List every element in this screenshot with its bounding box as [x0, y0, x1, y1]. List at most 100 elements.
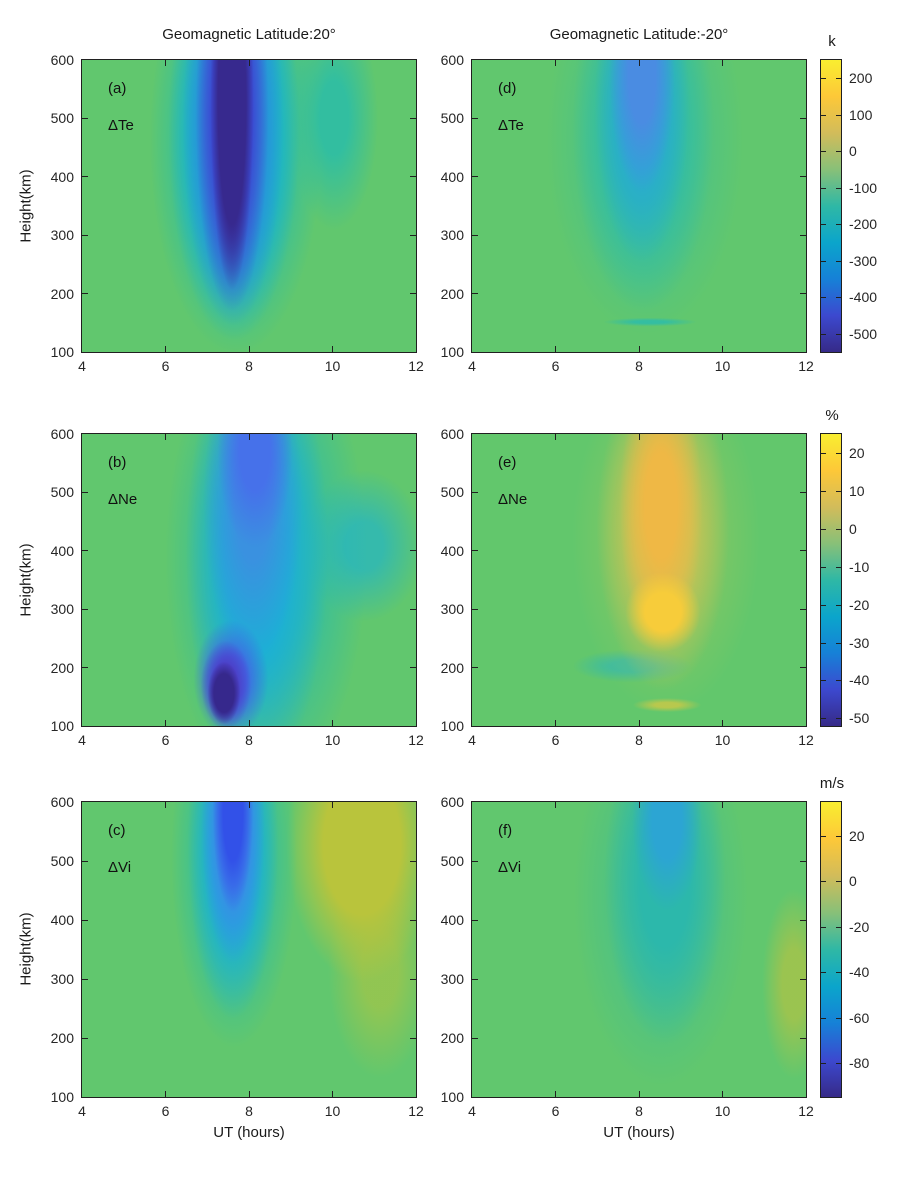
colorbar-tick-mark	[821, 680, 826, 682]
colorbar-vi-gradient	[821, 802, 841, 1097]
y-axis-label-row1: Height(km)	[17, 169, 35, 243]
colorbar-tick-mark	[836, 490, 841, 492]
colorbar-tick-label: -100	[849, 179, 878, 196]
colorbar-tick-mark	[836, 1017, 841, 1019]
axis-tick-mark	[555, 1091, 556, 1097]
axis-tick-mark	[410, 919, 416, 921]
axis-tick-mark	[248, 60, 250, 66]
axis-tick-mark	[82, 1037, 88, 1039]
axis-tick-mark	[472, 860, 478, 862]
column-title-right: Geomagnetic Latitude:-20°	[549, 26, 729, 43]
colorbar-tick-mark	[821, 452, 826, 454]
colorbar-tick-mark	[836, 566, 841, 568]
colorbar-tick-mark	[821, 224, 826, 226]
y-tick-label: 500	[50, 110, 74, 127]
colorbar-vi: 20 0 -20 -40 -60 -80	[820, 801, 869, 1098]
panel-a-letter: (a)	[108, 80, 127, 97]
y-tick-label: 500	[440, 853, 464, 869]
contour-plot-a	[82, 60, 416, 352]
y-tick-label: 600	[50, 52, 74, 68]
colorbar-tick-mark	[821, 604, 826, 606]
colorbar-tick-mark	[821, 1062, 826, 1064]
colorbar-tick-mark	[821, 836, 826, 838]
x-tick-label: 6	[161, 732, 170, 748]
axis-tick-mark	[165, 434, 166, 440]
x-tick-label: 12	[408, 358, 424, 374]
colorbar-tick-mark	[821, 926, 826, 928]
axis-tick-mark	[410, 550, 416, 552]
axis-tick-mark	[800, 176, 806, 178]
x-tick-label: 10	[714, 1103, 731, 1119]
colorbar-tick-label: -10	[849, 558, 870, 575]
axis-tick-mark	[472, 117, 478, 119]
axis-tick-mark	[82, 667, 88, 669]
contour-plot-e	[472, 434, 806, 726]
colorbar-tick-mark	[821, 528, 826, 530]
axis-tick-mark	[472, 978, 478, 980]
colorbar-tick-label: -200	[849, 216, 878, 233]
panel-f-letter: (f)	[498, 822, 513, 839]
contour-plot-f	[472, 802, 806, 1097]
axis-tick-mark	[638, 802, 640, 808]
axis-tick-mark	[722, 802, 723, 808]
panel-c-letter: (c)	[108, 822, 126, 839]
axis-tick-mark	[165, 802, 166, 808]
colorbar-tick-mark	[836, 151, 841, 153]
x-tick-label: 10	[324, 358, 341, 374]
y-tick-label: 500	[50, 484, 74, 501]
panel-b: (b) ΔNe 4 6 8 10 12 600 500 400 300 200 100	[51, 426, 424, 748]
colorbar-tick-label: -50	[849, 710, 870, 727]
y-tick-label: 200	[50, 285, 74, 302]
axis-tick-mark	[410, 978, 416, 980]
colorbar-unit-ne: %	[825, 407, 839, 424]
x-tick-label: 12	[798, 732, 814, 748]
x-tick-label: 10	[714, 358, 731, 374]
y-tick-label: 500	[440, 484, 464, 501]
axis-tick-mark	[82, 234, 88, 236]
y-tick-label: 200	[440, 285, 464, 302]
axis-tick-mark	[472, 667, 478, 669]
axis-tick-mark	[722, 434, 723, 440]
axis-tick-mark	[82, 550, 88, 552]
colorbar-tick-mark	[836, 528, 841, 530]
colorbar-ne-gradient	[821, 434, 841, 726]
x-tick-label: 4	[78, 1103, 86, 1119]
axis-tick-mark	[472, 919, 478, 921]
panel-b-letter: (b)	[108, 454, 127, 471]
axis-tick-mark	[248, 802, 250, 808]
axis-tick-mark	[722, 60, 723, 66]
y-tick-label: 200	[50, 659, 74, 676]
colorbar-tick-label: 20	[849, 444, 865, 461]
column-title-left: Geomagnetic Latitude:20°	[162, 26, 336, 43]
y-tick-label: 600	[440, 52, 464, 68]
axis-tick-mark	[332, 720, 333, 726]
colorbar-tick-mark	[836, 1062, 841, 1064]
x-tick-label: 6	[161, 358, 170, 374]
colorbar-tick-mark	[836, 297, 841, 299]
colorbar-tick-mark	[836, 260, 841, 262]
colorbar-tick-mark	[821, 1017, 826, 1019]
colorbar-tick-label: -20	[849, 918, 870, 935]
axis-tick-mark	[410, 117, 416, 119]
colorbar-tick-label: -300	[849, 252, 878, 269]
y-tick-label: 100	[440, 718, 464, 734]
colorbar-tick-mark	[821, 566, 826, 568]
axis-tick-mark	[332, 434, 333, 440]
colorbar-tick-label: -30	[849, 634, 870, 651]
axis-tick-mark	[800, 293, 806, 295]
x-tick-label: 8	[635, 1103, 643, 1119]
axis-tick-mark	[165, 1091, 166, 1097]
colorbar-tick-mark	[836, 836, 841, 838]
x-tick-label: 10	[324, 1103, 341, 1119]
axis-tick-mark	[82, 491, 88, 493]
x-tick-label: 8	[245, 732, 253, 748]
axis-tick-mark	[410, 667, 416, 669]
panel-d: (d) ΔTe 4 6 8 10 12 600 500 400 300 200 100	[441, 52, 814, 374]
panel-c: (c) ΔVi 4 6 8 10 12 600 500 400 300 200 100	[51, 794, 424, 1119]
y-tick-label: 100	[440, 1089, 464, 1105]
axis-tick-mark	[800, 1037, 806, 1039]
axis-tick-mark	[800, 667, 806, 669]
axis-tick-mark	[332, 1091, 333, 1097]
axis-tick-mark	[410, 860, 416, 862]
colorbar-tick-label: 100	[849, 106, 873, 123]
